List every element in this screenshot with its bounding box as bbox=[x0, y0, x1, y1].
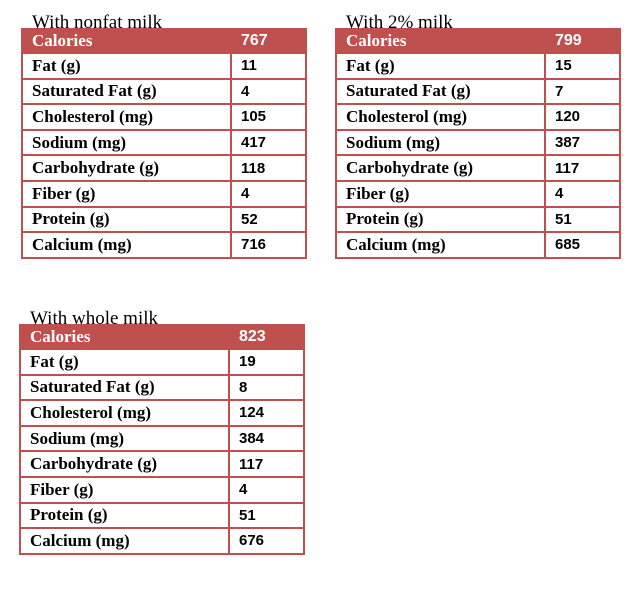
nutrient-value: 799 bbox=[546, 30, 619, 52]
nutrient-label: Sodium (mg) bbox=[21, 426, 228, 451]
nutrient-label: Cholesterol (mg) bbox=[337, 105, 544, 129]
nutrient-value: 15 bbox=[546, 54, 619, 78]
table-row: Fat (g) 11 bbox=[23, 54, 305, 78]
nutrition-table: Calories 823 Fat (g) 19 Saturated Fat (g) 8 Ch… bbox=[19, 324, 305, 555]
table-row: Calcium (mg) 716 bbox=[23, 233, 305, 257]
nutrient-label: Calcium (mg) bbox=[337, 233, 544, 257]
table-row: Protein (g) 52 bbox=[23, 207, 305, 232]
nutrient-value: 4 bbox=[546, 181, 619, 206]
nutrient-label: Fiber (g) bbox=[337, 181, 544, 206]
nutrient-label: Protein (g) bbox=[21, 503, 228, 528]
table-row: Carbohydrate (g) 118 bbox=[23, 156, 305, 180]
table-title: With whole milk bbox=[30, 308, 158, 329]
table-row: Saturated Fat (g) 4 bbox=[23, 79, 305, 104]
nutrient-label: Cholesterol (mg) bbox=[23, 105, 230, 129]
nutrient-label: Carbohydrate (g) bbox=[21, 452, 228, 476]
table-row: Fiber (g) 4 bbox=[21, 477, 303, 502]
nutrient-label: Saturated Fat (g) bbox=[23, 79, 230, 104]
nutrient-label: Fiber (g) bbox=[21, 477, 228, 502]
table-row: Fiber (g) 4 bbox=[23, 181, 305, 206]
nutrient-value: 384 bbox=[230, 426, 303, 451]
table-row: Fat (g) 19 bbox=[21, 350, 303, 374]
nutrient-value: 120 bbox=[546, 105, 619, 129]
table-row: Calories 767 bbox=[23, 30, 305, 52]
nutrient-value: 7 bbox=[546, 79, 619, 104]
nutrition-block: With whole milk Calories 823 Fat (g) 19 Satur… bbox=[19, 308, 305, 555]
table-row: Sodium (mg) 384 bbox=[21, 426, 303, 451]
nutrient-label: Fat (g) bbox=[337, 54, 544, 78]
nutrient-label: Fat (g) bbox=[23, 54, 230, 78]
nutrient-value: 117 bbox=[230, 452, 303, 476]
nutrient-value: 685 bbox=[546, 233, 619, 257]
table-row: Fat (g) 15 bbox=[337, 54, 619, 78]
table-title: With nonfat milk bbox=[32, 12, 163, 33]
nutrient-label: Calories bbox=[21, 326, 228, 348]
table-row: Protein (g) 51 bbox=[21, 503, 303, 528]
nutrient-value: 124 bbox=[230, 401, 303, 425]
table-row: Cholesterol (mg) 105 bbox=[23, 105, 305, 129]
nutrient-value: 417 bbox=[232, 130, 305, 155]
table-row: Cholesterol (mg) 120 bbox=[337, 105, 619, 129]
table-row: Fiber (g) 4 bbox=[337, 181, 619, 206]
nutrition-table: Calories 767 Fat (g) 11 Saturated Fat (g) 4 Ch… bbox=[21, 28, 307, 259]
nutrient-value: 51 bbox=[230, 503, 303, 528]
nutrition-block: With nonfat milk Calories 767 Fat (g) 11 Satu… bbox=[21, 12, 307, 259]
nutrient-label: Carbohydrate (g) bbox=[23, 156, 230, 180]
nutrient-label: Fiber (g) bbox=[23, 181, 230, 206]
nutrient-value: 51 bbox=[546, 207, 619, 232]
nutrient-label: Protein (g) bbox=[337, 207, 544, 232]
nutrient-label: Calcium (mg) bbox=[21, 529, 228, 553]
nutrient-value: 716 bbox=[232, 233, 305, 257]
nutrient-value: 4 bbox=[230, 477, 303, 502]
nutrition-block: With 2% milk Calories 799 Fat (g) 15 Saturate… bbox=[335, 12, 621, 259]
nutrient-value: 105 bbox=[232, 105, 305, 129]
nutrient-label: Fat (g) bbox=[21, 350, 228, 374]
nutrient-value: 52 bbox=[232, 207, 305, 232]
table-row: Calories 823 bbox=[21, 326, 303, 348]
nutrient-label: Calories bbox=[337, 30, 544, 52]
nutrient-label: Cholesterol (mg) bbox=[21, 401, 228, 425]
table-row: Sodium (mg) 387 bbox=[337, 130, 619, 155]
nutrient-label: Saturated Fat (g) bbox=[21, 375, 228, 400]
table-row: Saturated Fat (g) 8 bbox=[21, 375, 303, 400]
nutrient-label: Carbohydrate (g) bbox=[337, 156, 544, 180]
nutrient-label: Saturated Fat (g) bbox=[337, 79, 544, 104]
nutrition-table: Calories 799 Fat (g) 15 Saturated Fat (g) 7 Ch… bbox=[335, 28, 621, 259]
nutrient-value: 8 bbox=[230, 375, 303, 400]
nutrient-value: 117 bbox=[546, 156, 619, 180]
nutrient-value: 387 bbox=[546, 130, 619, 155]
nutrient-value: 823 bbox=[230, 326, 303, 348]
nutrient-value: 118 bbox=[232, 156, 305, 180]
table-row: Calories 799 bbox=[337, 30, 619, 52]
nutrient-label: Calories bbox=[23, 30, 230, 52]
table-row: Calcium (mg) 676 bbox=[21, 529, 303, 553]
table-row: Calcium (mg) 685 bbox=[337, 233, 619, 257]
nutrient-label: Calcium (mg) bbox=[23, 233, 230, 257]
nutrient-label: Sodium (mg) bbox=[23, 130, 230, 155]
table-row: Cholesterol (mg) 124 bbox=[21, 401, 303, 425]
nutrient-value: 4 bbox=[232, 181, 305, 206]
nutrient-value: 767 bbox=[232, 30, 305, 52]
nutrient-value: 676 bbox=[230, 529, 303, 553]
nutrient-value: 4 bbox=[232, 79, 305, 104]
table-title: With 2% milk bbox=[346, 12, 453, 33]
nutrient-label: Protein (g) bbox=[23, 207, 230, 232]
nutrient-label: Sodium (mg) bbox=[337, 130, 544, 155]
nutrient-value: 11 bbox=[232, 54, 305, 78]
table-row: Saturated Fat (g) 7 bbox=[337, 79, 619, 104]
table-row: Carbohydrate (g) 117 bbox=[21, 452, 303, 476]
table-row: Carbohydrate (g) 117 bbox=[337, 156, 619, 180]
nutrient-value: 19 bbox=[230, 350, 303, 374]
table-row: Protein (g) 51 bbox=[337, 207, 619, 232]
table-row: Sodium (mg) 417 bbox=[23, 130, 305, 155]
